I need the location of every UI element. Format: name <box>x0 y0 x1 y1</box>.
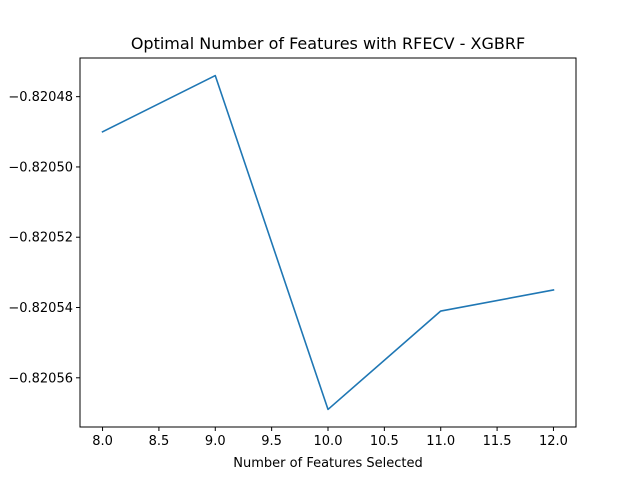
y-tick-label: −0.82048 <box>8 90 73 105</box>
x-tick-label: 11.5 <box>483 434 512 449</box>
y-tick-label: −0.82050 <box>8 160 73 175</box>
x-tick-label: 12.0 <box>539 434 568 449</box>
x-tick-label: 10.0 <box>314 434 343 449</box>
x-axis-title: Number of Features Selected <box>233 456 422 471</box>
series-layer <box>101 74 555 411</box>
x-axis-ticks: 8.0 8.5 9.0 9.5 10.0 10.5 11.0 11.5 12.0 <box>92 427 568 449</box>
x-tick-label: 8.0 <box>92 434 113 449</box>
y-tick-label: −0.82052 <box>8 231 73 246</box>
x-tick-label: 10.5 <box>370 434 399 449</box>
plot-area <box>79 57 577 428</box>
x-tick-label: 9.0 <box>205 434 226 449</box>
chart-title: Optimal Number of Features with RFECV - … <box>131 34 525 53</box>
y-tick-label: −0.82054 <box>8 301 73 316</box>
x-tick-label: 9.5 <box>261 434 282 449</box>
series-line <box>101 74 555 411</box>
y-tick-label: −0.82056 <box>8 371 73 386</box>
x-tick-label: 11.0 <box>426 434 455 449</box>
y-axis-ticks: −0.82048 −0.82050 −0.82052 −0.82054 −0.82056 <box>8 90 80 386</box>
x-tick-label: 8.5 <box>149 434 170 449</box>
